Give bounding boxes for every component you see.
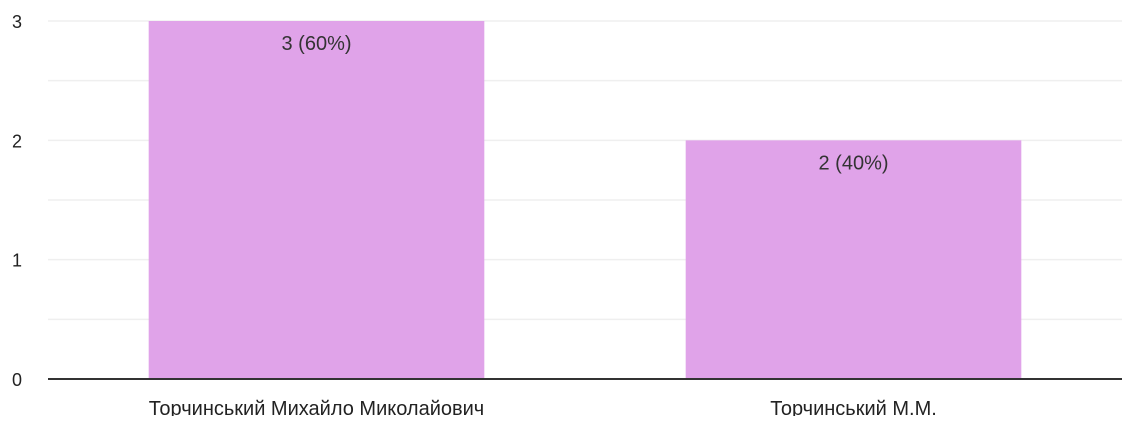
data-label: 3 (60%) <box>281 33 351 55</box>
bar <box>685 140 1022 379</box>
y-tick-label: 0 <box>12 370 22 390</box>
axes: 0 1 2 3 Торчинський Михайло Миколайович Торчи… <box>12 12 1122 420</box>
bar <box>148 21 485 379</box>
x-tick-label: Торчинський Михайло Миколайович <box>149 398 484 416</box>
data-labels: 3 (60%) 2 (40%) <box>281 33 888 174</box>
y-tick-label: 3 <box>12 12 22 32</box>
x-tick-label: Торчинський М.М. <box>770 398 937 416</box>
y-tick-label: 1 <box>12 251 22 271</box>
y-tick-label: 2 <box>12 131 22 151</box>
bars <box>148 21 1022 379</box>
data-label: 2 (40%) <box>818 152 888 174</box>
